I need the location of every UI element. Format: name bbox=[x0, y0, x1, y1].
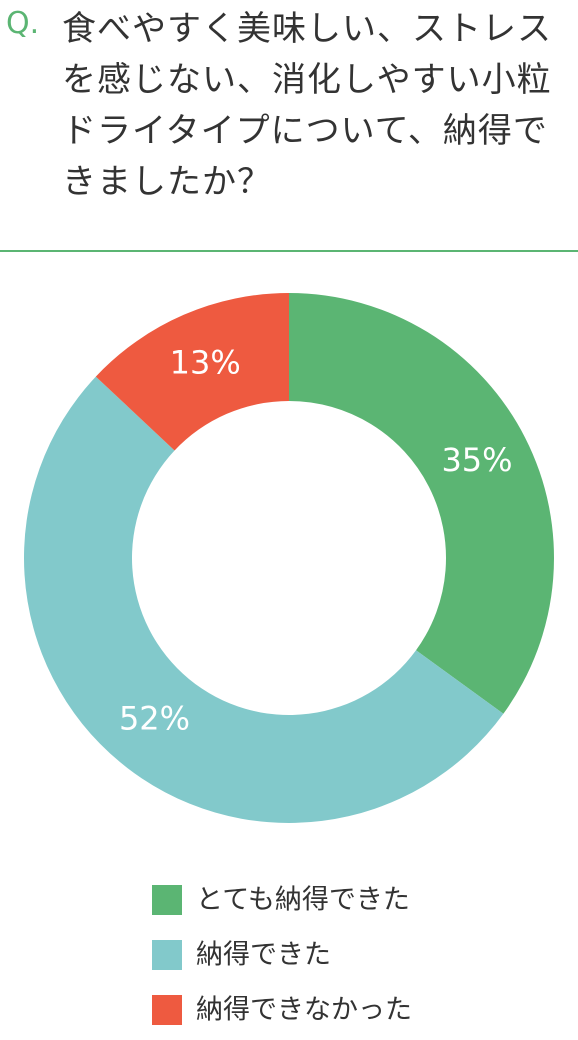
question-label: Q. bbox=[6, 6, 40, 41]
question-header: Q. 食べやすく美味しい、ストレスを感じない、消化しやすい小粒ドライタイプについ… bbox=[0, 0, 578, 252]
data-label: 52% bbox=[119, 700, 190, 738]
legend-swatch bbox=[152, 995, 182, 1025]
chart-title: 食べやすく美味しい、ストレスを感じない、消化しやすい小粒ドライタイプについて、納… bbox=[62, 9, 552, 202]
legend-swatch bbox=[152, 940, 182, 970]
legend-label: 納得できた bbox=[196, 940, 331, 971]
slice bbox=[95, 293, 290, 451]
data-label: 35% bbox=[441, 441, 512, 479]
legend-label: 納得できなかった bbox=[196, 995, 412, 1026]
slice bbox=[23, 376, 504, 824]
data-label: 13% bbox=[170, 343, 241, 381]
legend-swatch bbox=[152, 885, 182, 915]
legend-label: とても納得できた bbox=[196, 885, 410, 916]
slice bbox=[289, 293, 554, 714]
